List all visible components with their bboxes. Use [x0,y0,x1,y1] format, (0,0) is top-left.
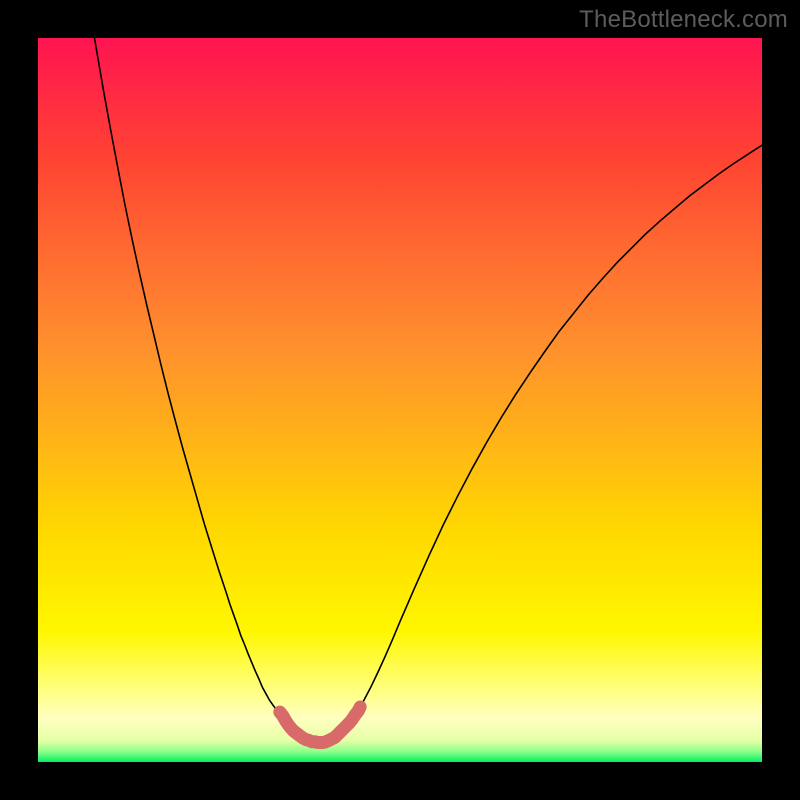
watermark-text: TheBottleneck.com [579,6,788,34]
bottleneck-chart [38,38,762,762]
chart-background [38,38,762,762]
